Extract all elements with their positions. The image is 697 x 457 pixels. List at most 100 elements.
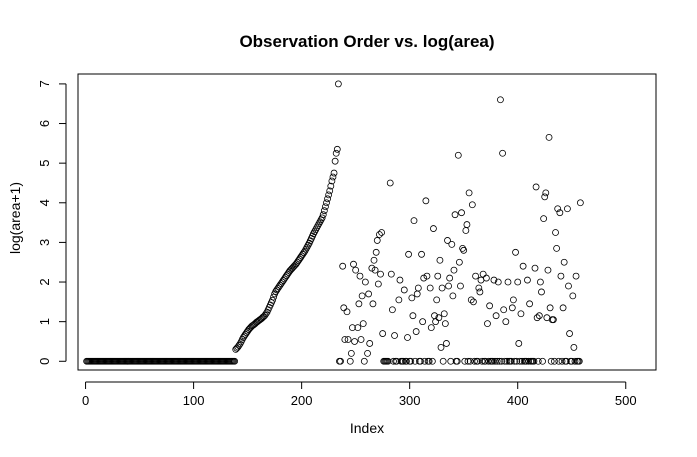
data-point xyxy=(490,276,498,284)
data-point xyxy=(408,294,416,302)
data-point xyxy=(347,349,355,357)
data-point xyxy=(370,256,378,264)
data-point xyxy=(534,357,542,365)
data-point xyxy=(549,316,557,324)
data-point xyxy=(318,214,326,222)
data-point xyxy=(320,207,328,215)
x-tick-label: 200 xyxy=(291,393,313,408)
data-point xyxy=(551,357,558,365)
data-point xyxy=(471,357,478,365)
data-point xyxy=(352,266,360,274)
data-point xyxy=(399,357,407,365)
x-axis: 0 100 200 300 400 500 xyxy=(82,381,637,408)
data-point xyxy=(337,357,344,365)
data-point xyxy=(407,357,415,365)
data-point xyxy=(405,250,412,258)
data-point xyxy=(546,304,554,312)
chart-title: Observation Order vs. log(area) xyxy=(239,32,494,51)
data-point xyxy=(538,288,545,296)
y-tick-label: 4 xyxy=(37,199,52,206)
data-point xyxy=(507,357,515,365)
data-point xyxy=(475,284,483,292)
data-point xyxy=(418,250,425,258)
data-point xyxy=(344,336,352,343)
data-point xyxy=(479,270,487,278)
data-point xyxy=(465,189,473,197)
y-tick-label: 0 xyxy=(37,358,52,365)
data-point xyxy=(484,320,491,328)
data-point xyxy=(444,237,451,244)
data-point xyxy=(393,357,401,365)
data-point xyxy=(390,357,397,365)
y-tick-label: 7 xyxy=(37,80,52,87)
data-point xyxy=(494,278,502,286)
data-point xyxy=(449,292,457,300)
data-point xyxy=(511,357,518,365)
data-point xyxy=(365,290,373,298)
data-point xyxy=(545,133,553,141)
data-point xyxy=(565,282,572,290)
data-point xyxy=(540,215,548,223)
data-point xyxy=(412,328,420,335)
data-point xyxy=(478,357,486,365)
data-point xyxy=(542,189,550,197)
data-point xyxy=(575,357,583,365)
data-point xyxy=(364,349,371,357)
data-point xyxy=(413,290,421,298)
data-point xyxy=(466,357,474,365)
data-points xyxy=(83,80,584,365)
data-point xyxy=(512,248,519,256)
data-point xyxy=(474,357,482,365)
data-point xyxy=(489,357,497,365)
data-point xyxy=(468,201,476,209)
data-point xyxy=(470,298,477,306)
data-point xyxy=(410,217,418,225)
data-point xyxy=(552,229,559,236)
data-point xyxy=(427,324,435,332)
data-point xyxy=(443,340,450,347)
data-point xyxy=(346,357,354,365)
data-point xyxy=(450,266,458,274)
data-point xyxy=(522,357,530,365)
data-point xyxy=(323,199,330,207)
data-point xyxy=(357,336,365,343)
data-point xyxy=(558,357,566,365)
data-point xyxy=(503,357,511,365)
data-point xyxy=(531,264,539,272)
data-point xyxy=(327,182,335,190)
data-point xyxy=(472,272,479,280)
y-tick-label: 5 xyxy=(37,160,52,167)
data-point xyxy=(448,240,456,248)
data-point xyxy=(515,340,523,347)
data-point xyxy=(421,357,429,365)
data-point xyxy=(319,211,327,219)
data-point xyxy=(325,191,333,199)
data-point xyxy=(495,357,503,365)
data-point xyxy=(411,357,419,365)
data-point xyxy=(414,284,422,292)
data-point xyxy=(533,314,541,322)
data-point xyxy=(481,357,489,365)
data-point xyxy=(386,179,394,187)
data-point xyxy=(447,357,455,365)
data-point xyxy=(378,229,385,236)
data-point xyxy=(464,357,472,365)
data-point xyxy=(440,310,448,318)
data-point xyxy=(354,324,362,332)
data-point xyxy=(557,272,565,280)
data-point xyxy=(358,292,366,300)
data-point xyxy=(518,357,526,365)
y-tick-label: 1 xyxy=(37,318,52,325)
data-point xyxy=(455,258,463,266)
data-point xyxy=(570,344,578,351)
data-point xyxy=(377,270,384,278)
data-point xyxy=(330,169,338,177)
data-point xyxy=(437,344,445,351)
data-point xyxy=(360,357,368,365)
data-point xyxy=(425,357,433,365)
data-point xyxy=(568,357,576,365)
data-point xyxy=(525,357,532,365)
x-tick-label: 400 xyxy=(507,393,529,408)
data-point xyxy=(462,227,470,234)
